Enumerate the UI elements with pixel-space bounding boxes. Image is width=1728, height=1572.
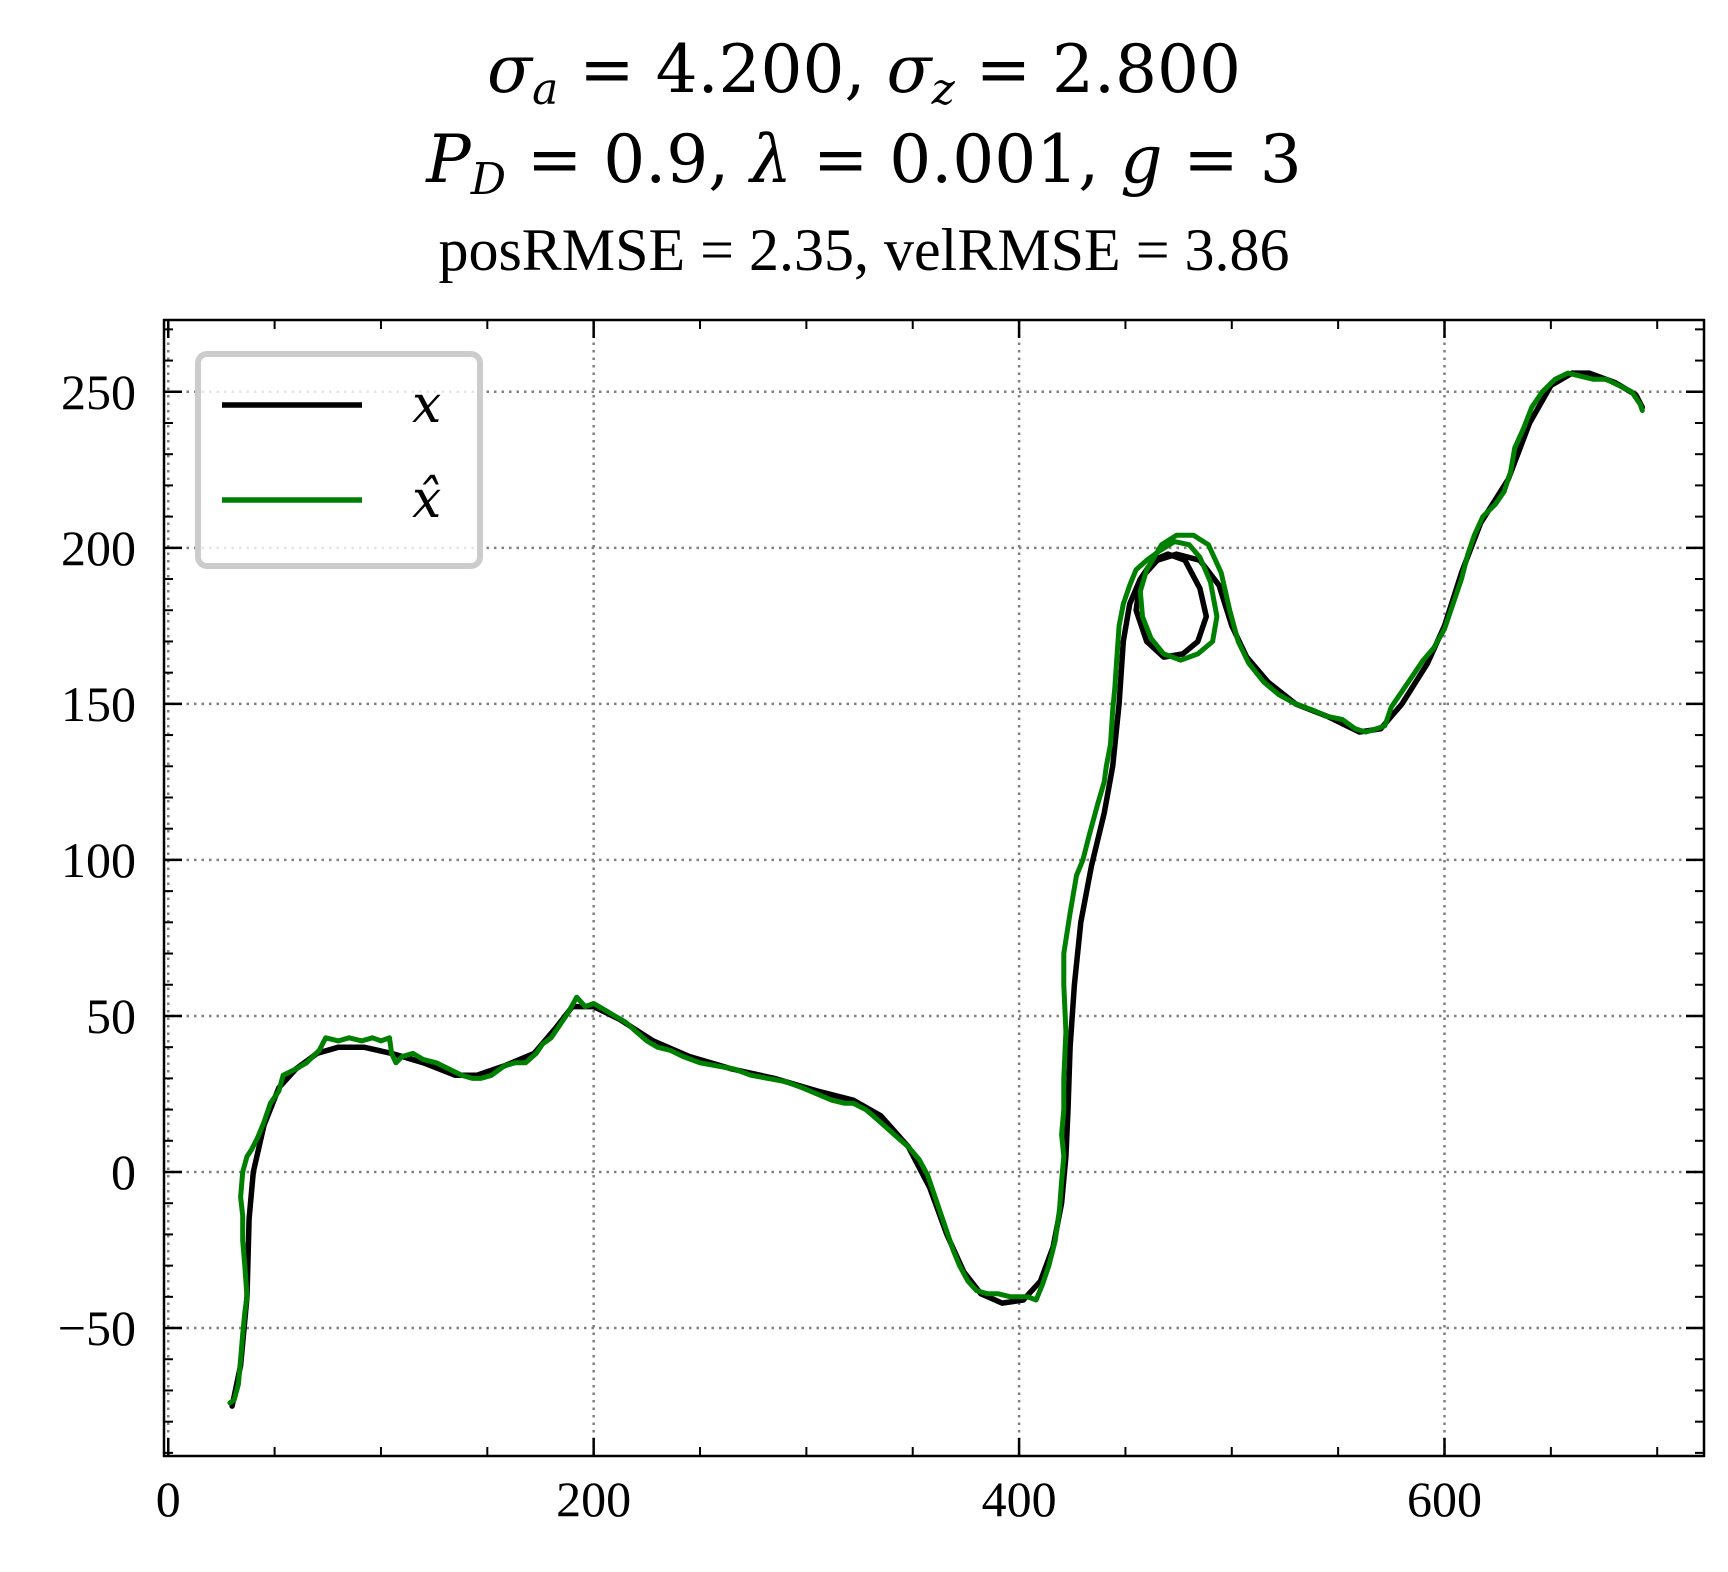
plot-area: 0 200 400 600 −50 0 50 100 150 200 250 [58, 318, 1706, 1527]
y-tick-label: 50 [86, 988, 136, 1044]
x-tick-label: 400 [982, 1471, 1057, 1527]
y-tick-label: 0 [111, 1144, 136, 1200]
y-tick-label: 200 [61, 520, 136, 576]
plot-frame [162, 318, 1706, 1458]
series-layer [227, 370, 1646, 1409]
chart-title-line1: σa = 4.200, σz = 2.800 [487, 31, 1241, 115]
axis-ticks [164, 320, 1704, 1456]
chart-subtitle: posRMSE = 2.35, velRMSE = 3.86 [438, 217, 1289, 283]
x-tick-label: 600 [1407, 1471, 1482, 1527]
y-tick-label: −50 [58, 1300, 136, 1356]
x-tick-label: 0 [156, 1471, 181, 1527]
legend: x x̂ [195, 351, 483, 569]
y-tick-label: 150 [61, 676, 136, 732]
legend-label-xhat: x̂ [412, 470, 441, 530]
x-tick-label: 200 [556, 1471, 631, 1527]
y-tick-label: 100 [61, 832, 136, 888]
y-tick-label: 250 [61, 364, 136, 420]
chart-title-line2: PD = 0.9, λ = 0.001, g = 3 [425, 121, 1301, 205]
legend-label-x: x [412, 375, 441, 435]
axis-tick-labels: 0 200 400 600 −50 0 50 100 150 200 250 [58, 364, 1482, 1527]
series-line-xhat [227, 370, 1645, 1406]
